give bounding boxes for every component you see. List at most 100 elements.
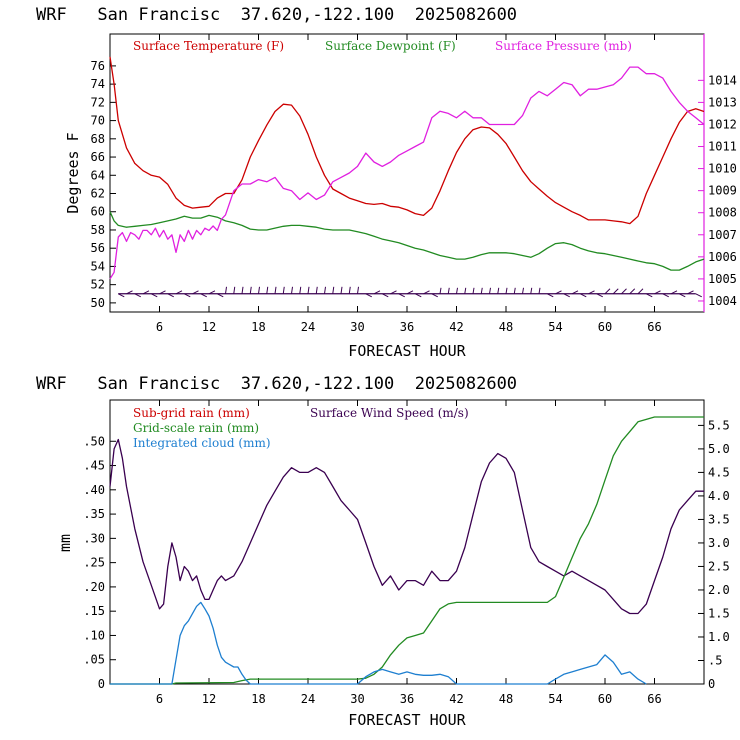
series-line-surface-dewpoint-f [109, 211, 705, 271]
x-tick-label: 42 [449, 320, 463, 334]
wind-barb [679, 293, 686, 298]
y-tick-label: .35 [83, 507, 105, 521]
y2-tick-label: 0 [708, 677, 715, 691]
panel-1-y-label: Degrees F [64, 132, 82, 213]
wind-barb [456, 287, 458, 294]
wind-barb [398, 293, 405, 298]
wind-barb [464, 287, 467, 294]
x-tick-label: 54 [548, 320, 562, 334]
wind-barb [324, 286, 326, 294]
y-tick-label: 64 [91, 168, 105, 182]
wind-barb [151, 293, 158, 298]
y2-tick-label: 1.5 [708, 606, 730, 620]
series-line-integrated-cloud-mm [110, 601, 647, 685]
x-tick-label: 12 [202, 692, 216, 706]
panel-1-x-label: FORECAST HOUR [348, 342, 466, 360]
wind-barb [365, 293, 372, 298]
wind-barb [612, 288, 619, 295]
y2-tick-label: 4.5 [708, 465, 730, 479]
wind-barb [134, 293, 141, 298]
panel-1-y-ticks: 50 52 54 56 58 60 62 64 66 68 70 72 74 76 [91, 59, 116, 310]
wind-barb [654, 290, 661, 295]
panel-precipitation: WRF San Francisc 37.620,-122.100 2025082… [36, 374, 730, 729]
panel-2-title: WRF San Francisc 37.620,-122.100 2025082… [36, 374, 517, 394]
wind-barb [563, 293, 570, 298]
y2-tick-label: 1.0 [708, 630, 730, 644]
y-tick-label: 56 [91, 241, 105, 255]
panel-2-y2-ticks: 0 .5 1.0 1.5 2.0 2.5 3.0 3.5 4.0 4.5 5.0 5.5 [698, 418, 730, 691]
wind-barb [299, 286, 302, 294]
y2-tick-label: 3.0 [708, 536, 730, 550]
x-tick-label: 66 [647, 320, 661, 334]
x-tick-label: 24 [301, 320, 315, 334]
wind-barb [241, 286, 244, 294]
y2-tick-label: 1013 [708, 95, 737, 109]
panel-1-x-ticks: 6 12 18 24 30 36 42 48 54 60 66 [156, 34, 662, 334]
wind-barb [406, 290, 414, 295]
y2-tick-label: 1008 [708, 206, 737, 220]
panel-2-y-label: mm [56, 534, 74, 552]
wind-barb [580, 293, 587, 298]
y-tick-label: 58 [91, 223, 105, 237]
legend-dewpoint: Surface Dewpoint (F) [325, 39, 456, 53]
y-tick-label: 50 [91, 296, 105, 310]
wind-barb [555, 290, 562, 295]
wind-barb [530, 287, 533, 294]
x-tick-label: 18 [251, 692, 265, 706]
x-tick-label: 18 [251, 320, 265, 334]
legend-grid-rain: Grid-scale rain (mm) [133, 421, 259, 435]
x-tick-label: 48 [499, 320, 513, 334]
wind-barb [225, 286, 227, 294]
y2-tick-label: 1010 [708, 162, 737, 176]
wind-barb [489, 287, 491, 294]
wind-barb [184, 293, 191, 298]
y2-tick-label: 4.0 [708, 489, 730, 503]
y-tick-label: .50 [83, 434, 105, 448]
y2-tick-label: 1007 [708, 228, 737, 242]
wind-barb [233, 286, 236, 294]
legend-subgrid-rain: Sub-grid rain (mm) [133, 406, 250, 420]
wind-barb [315, 286, 318, 294]
y2-tick-label: .5 [708, 653, 722, 667]
wind-barb [472, 287, 475, 294]
x-tick-label: 60 [598, 320, 612, 334]
y2-tick-label: 3.5 [708, 512, 730, 526]
wind-barb [291, 286, 293, 294]
y-tick-label: .25 [83, 556, 105, 570]
wind-barb [662, 293, 669, 298]
x-tick-label: 30 [350, 692, 364, 706]
y2-tick-label: 1014 [708, 73, 737, 87]
wind-barb [266, 286, 269, 294]
wind-barb [670, 290, 678, 295]
x-tick-label: 24 [301, 692, 315, 706]
legend-wind-speed: Surface Wind Speed (m/s) [310, 406, 469, 420]
wind-barb [118, 293, 125, 298]
wind-barb [159, 290, 166, 295]
x-tick-label: 66 [647, 692, 661, 706]
wind-barb [588, 290, 595, 295]
y-tick-label: .45 [83, 459, 105, 473]
y2-tick-label: 1004 [708, 294, 737, 308]
wind-barb [357, 286, 359, 294]
series-line-surface-wind-speed-m-s [109, 438, 704, 615]
wind-barb [390, 290, 397, 295]
panel-temperature: WRF San Francisc 37.620,-122.100 2025082… [36, 5, 737, 360]
wind-barb [348, 286, 351, 294]
wind-barb [142, 290, 150, 295]
wind-barb [621, 288, 627, 295]
x-tick-label: 6 [156, 320, 163, 334]
x-tick-label: 30 [350, 320, 364, 334]
wind-barb [175, 290, 183, 295]
x-tick-label: 60 [598, 692, 612, 706]
wind-barbs [118, 286, 702, 298]
legend-pressure: Surface Pressure (mb) [495, 39, 632, 53]
y2-tick-label: 2.5 [708, 559, 730, 573]
wind-barb [332, 286, 335, 294]
y-tick-label: 62 [91, 187, 105, 201]
panel-1-title: WRF San Francisc 37.620,-122.100 2025082… [36, 5, 517, 25]
wind-barb [604, 288, 611, 295]
y-tick-label: 72 [91, 95, 105, 109]
wind-barb [373, 290, 381, 295]
wind-barb [505, 287, 508, 294]
